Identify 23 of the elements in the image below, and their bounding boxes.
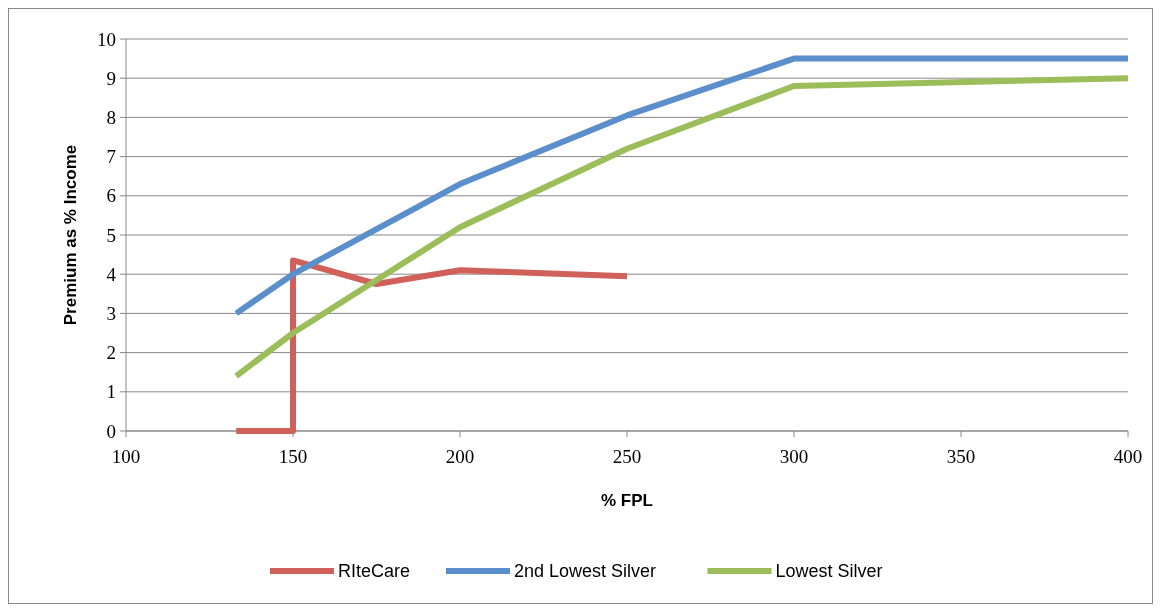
x-tick-label: 250 (612, 446, 642, 467)
x-tick-label: 300 (779, 446, 809, 467)
y-tick-label: 3 (106, 303, 116, 325)
y-tick-label: 8 (106, 107, 116, 129)
x-tick-label: 400 (1113, 446, 1143, 467)
legend-label: Lowest Silver (775, 561, 883, 582)
y-tick-label: 7 (106, 146, 116, 168)
y-tick-label: 2 (106, 342, 116, 364)
y-tick-label: 6 (106, 185, 116, 207)
x-axis-title: % FPL (601, 491, 653, 510)
x-tick-label: 100 (111, 446, 141, 467)
y-tick-label: 4 (106, 263, 117, 285)
y-tick-label: 10 (97, 28, 116, 50)
y-tick-label: 9 (106, 67, 116, 89)
x-tick-label: 200 (445, 446, 475, 467)
y-tick-label: 1 (106, 381, 116, 403)
legend-label: 2nd Lowest Silver (514, 561, 657, 582)
legend-label: RIteCare (338, 561, 411, 582)
x-tick-label: 150 (278, 446, 308, 467)
y-axis-title: Premium as % Income (61, 144, 80, 326)
y-tick-label: 0 (106, 420, 116, 442)
x-tick-label: 350 (946, 446, 976, 467)
y-tick-label: 5 (106, 224, 116, 246)
